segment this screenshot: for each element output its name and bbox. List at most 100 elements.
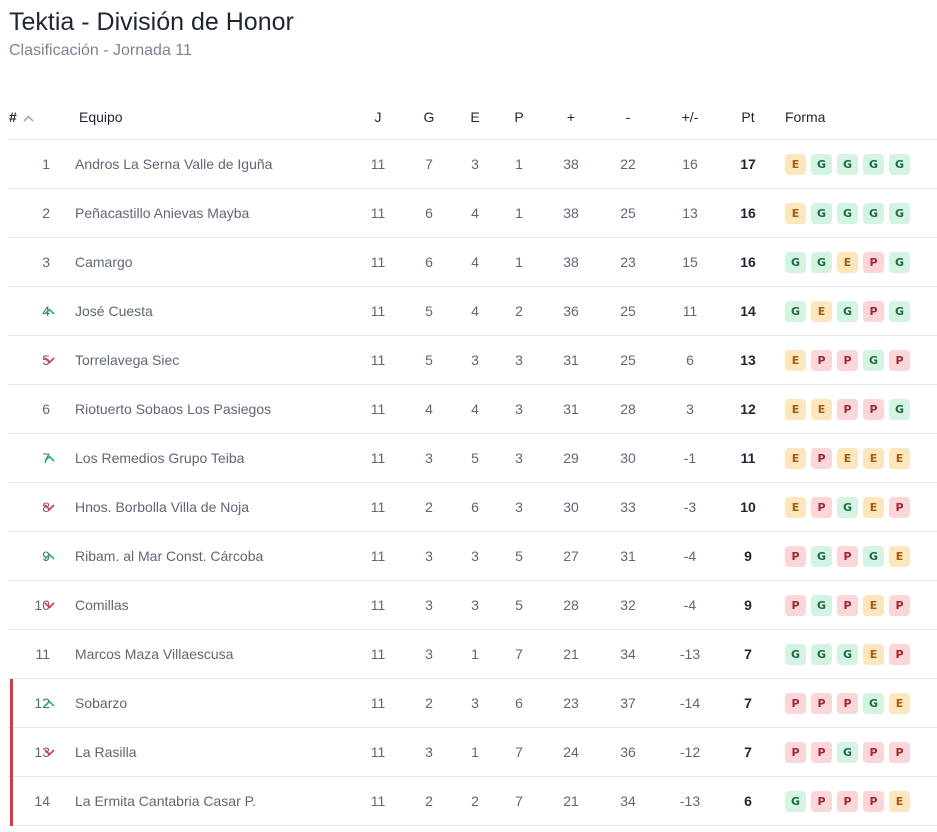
col-goals-against-header[interactable]: - [625, 108, 631, 125]
team-name[interactable]: Ribam. al Mar Const. Cárcoba [75, 548, 264, 564]
form-badge: G [785, 643, 806, 665]
table-row[interactable]: 6 Riotuerto Sobaos Los Pasiegos 11 4 4 3 31 28 3… [8, 385, 937, 434]
drawn-cell: 1 [471, 744, 479, 760]
goals-against-cell: 23 [620, 254, 636, 270]
table-row[interactable]: 7 Los Remedios Grupo Teiba 11 3 5 3 29 30 -1 11 E P… [8, 434, 937, 483]
lost-cell: 3 [515, 401, 523, 417]
goal-diff-cell: 13 [682, 205, 698, 221]
team-name[interactable]: Riotuerto Sobaos Los Pasiegos [75, 401, 272, 417]
col-lost-header[interactable]: P [514, 108, 524, 125]
played-cell: 11 [370, 156, 386, 172]
team-name[interactable]: La Ermita Cantabria Casar P. [75, 793, 257, 809]
goals-for-cell: 31 [563, 352, 579, 368]
trend-up-icon [40, 532, 58, 580]
form-badge: G [889, 398, 910, 420]
drawn-cell: 3 [471, 695, 479, 711]
col-played-header[interactable]: J [374, 108, 382, 125]
position-cell: 11 [35, 646, 50, 662]
sort-by-position-header[interactable]: # [9, 94, 34, 139]
goal-diff-cell: 3 [686, 401, 694, 417]
table-row[interactable]: 14 La Ermita Cantabria Casar P. 11 2 2 7 21 34 -… [8, 777, 937, 826]
won-cell: 4 [425, 401, 433, 417]
team-name[interactable]: Los Remedios Grupo Teiba [75, 450, 245, 466]
form-badge: E [785, 153, 806, 175]
form-badge: E [785, 349, 806, 371]
team-name[interactable]: La Rasilla [75, 744, 137, 760]
chevron-up-icon[interactable] [23, 109, 34, 125]
points-cell: 7 [744, 744, 752, 760]
form-badge: E [889, 447, 910, 469]
col-won-header[interactable]: G [423, 108, 435, 125]
goal-diff-cell: -13 [679, 793, 701, 809]
won-cell: 3 [425, 744, 433, 760]
col-goal-diff-header[interactable]: +/- [681, 108, 699, 125]
form-badge: G [811, 643, 832, 665]
goals-for-cell: 30 [563, 499, 579, 515]
col-team-header[interactable]: Equipo [79, 108, 123, 125]
goals-for-cell: 31 [563, 401, 579, 417]
form-badge: E [863, 447, 884, 469]
form-badge: E [863, 496, 884, 518]
played-cell: 11 [370, 254, 386, 270]
won-cell: 5 [425, 303, 433, 319]
team-name[interactable]: Torrelavega Siec [75, 352, 180, 368]
form-badge: P [889, 741, 910, 763]
form-badge: G [889, 251, 910, 273]
col-points-header[interactable]: Pt [741, 108, 755, 125]
team-name[interactable]: Hnos. Borbolla Villa de Noja [75, 499, 250, 515]
position-cell: 3 [42, 254, 50, 270]
goals-for-cell: 23 [563, 695, 579, 711]
team-name[interactable]: Peñacastillo Anievas Mayba [75, 205, 250, 221]
form-badge: G [811, 545, 832, 567]
team-name[interactable]: Camargo [75, 254, 133, 270]
form-badge: G [837, 741, 858, 763]
lost-cell: 5 [515, 548, 523, 564]
form-badge: E [785, 398, 806, 420]
form-badge: E [837, 447, 858, 469]
lost-cell: 7 [515, 744, 523, 760]
form-badge: P [889, 643, 910, 665]
team-name[interactable]: Sobarzo [75, 695, 128, 711]
col-drawn-header[interactable]: E [470, 108, 480, 125]
team-name[interactable]: Comillas [75, 597, 129, 613]
table-row[interactable]: 12 Sobarzo 11 2 3 6 23 37 -14 7 P P P G E [8, 679, 937, 728]
form-badge: G [811, 202, 832, 224]
goals-against-cell: 25 [620, 352, 636, 368]
table-row[interactable]: 8 Hnos. Borbolla Villa de Noja 11 2 6 3 30 33 -3… [8, 483, 937, 532]
lost-cell: 7 [515, 646, 523, 662]
goals-for-cell: 24 [563, 744, 579, 760]
team-name[interactable]: José Cuesta [75, 303, 153, 319]
form-badge: P [889, 496, 910, 518]
standings-table: # Equipo J G E P + - +/- Pt Forma 1 Andro… [8, 94, 937, 826]
played-cell: 11 [370, 401, 386, 417]
table-row[interactable]: 11 Marcos Maza Villaescusa 11 3 1 7 21 34 -13 7 G G… [8, 630, 937, 679]
form-badge: P [837, 692, 858, 714]
form-badge: E [785, 496, 806, 518]
table-row[interactable]: 2 Peñacastillo Anievas Mayba 11 6 4 1 38 25 13 16… [8, 189, 937, 238]
table-row[interactable]: 9 Ribam. al Mar Const. Cárcoba 11 3 3 5 27 31 -4… [8, 532, 937, 581]
table-row[interactable]: 4 José Cuesta 11 5 4 2 36 25 11 14 G E G P G [8, 287, 937, 336]
won-cell: 3 [425, 450, 433, 466]
played-cell: 11 [370, 303, 386, 319]
form-badge: E [785, 447, 806, 469]
form-badge: G [863, 692, 884, 714]
table-row[interactable]: 5 Torrelavega Siec 11 5 3 3 31 25 6 13 E P P G P [8, 336, 937, 385]
table-row[interactable]: 13 La Rasilla 11 3 1 7 24 36 -12 7 P P G P P [8, 728, 937, 777]
form-badge: E [837, 251, 858, 273]
position-cell: 2 [42, 205, 50, 221]
table-row[interactable]: 1 Andros La Serna Valle de Iguña 11 7 3 1 38 22… [8, 140, 937, 189]
col-goals-for-header[interactable]: + [566, 108, 576, 125]
goals-against-cell: 33 [620, 499, 636, 515]
team-name[interactable]: Andros La Serna Valle de Iguña [75, 156, 273, 172]
table-row[interactable]: 3 Camargo 11 6 4 1 38 23 15 16 G G E P G [8, 238, 937, 287]
form-badge: P [863, 398, 884, 420]
team-name[interactable]: Marcos Maza Villaescusa [75, 646, 234, 662]
form-badge: G [837, 496, 858, 518]
table-row[interactable]: 10 Comillas 11 3 3 5 28 32 -4 9 P G P E P [8, 581, 937, 630]
form-badge: G [837, 643, 858, 665]
